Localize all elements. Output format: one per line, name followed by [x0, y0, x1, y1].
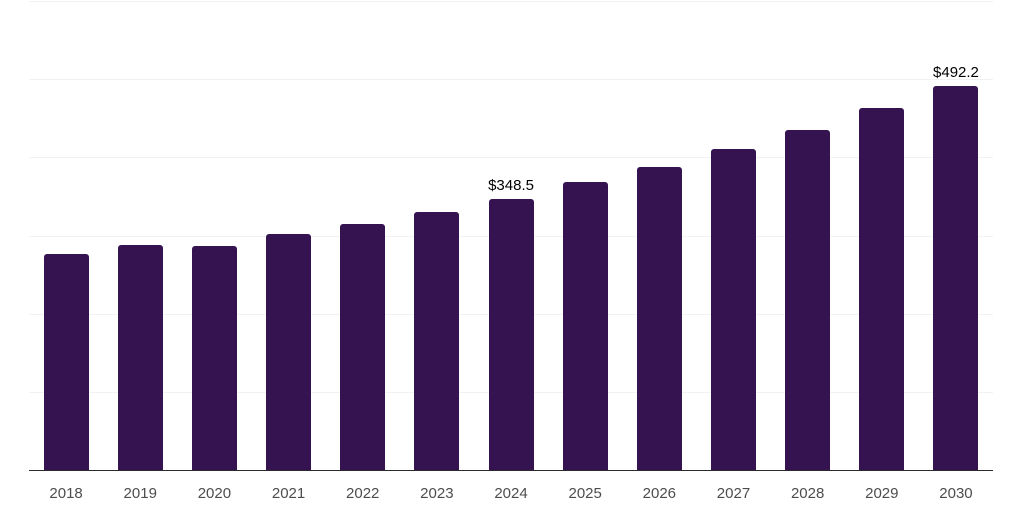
bar-slot-2029 [845, 2, 919, 471]
bar-slot-2019 [103, 2, 177, 471]
data-label-2030: $492.2 [933, 64, 979, 82]
x-tick-2029: 2029 [865, 485, 899, 502]
bar-slot-2021 [251, 2, 325, 471]
x-tick-2021: 2021 [271, 485, 306, 502]
bar-2030: $492.2 [933, 65, 979, 471]
bar-slot-2022 [326, 2, 400, 471]
bar-slot-2025 [548, 2, 622, 471]
bars-row: $348.5 $492.2 [29, 2, 993, 471]
bar-slot-2024: $348.5 [474, 2, 548, 471]
data-label-2024: $348.5 [488, 176, 534, 194]
x-tick-2025: 2025 [568, 485, 602, 502]
bar-2029 [859, 107, 905, 471]
bar-2021 [266, 233, 312, 471]
bar-2027 [710, 148, 756, 471]
bar-2018 [43, 254, 89, 471]
x-tick-2026: 2026 [642, 485, 677, 502]
bar-2028 [785, 129, 831, 471]
x-tick-2027: 2027 [716, 485, 751, 502]
x-tick-2028: 2028 [790, 485, 825, 502]
bar-2019 [117, 245, 163, 471]
bar-2025 [562, 182, 608, 471]
plot-area: $348.5 $492.2 [29, 1, 993, 471]
gridline-500 [29, 79, 993, 81]
bar-2024: $348.5 [488, 178, 534, 471]
x-tick-2024: 2024 [494, 485, 528, 502]
bar-slot-2027 [696, 2, 770, 471]
x-tick-2023: 2023 [420, 485, 454, 502]
bar-2022 [340, 223, 386, 471]
bar-slot-2030: $492.2 [919, 2, 993, 471]
bar-slot-2018 [29, 2, 103, 471]
x-tick-2030: 2030 [939, 485, 973, 502]
bar-2020 [191, 245, 237, 471]
gridline-600 [29, 1, 993, 2]
bar-2026 [636, 166, 682, 471]
x-axis-line [29, 469, 993, 471]
gridline-400 [29, 157, 993, 159]
x-tick-2022: 2022 [346, 485, 380, 502]
x-tick-2020: 2020 [197, 485, 232, 502]
x-tick-2019: 2019 [123, 485, 157, 502]
bar-slot-2020 [177, 2, 251, 471]
bar-slot-2026 [622, 2, 696, 471]
x-axis-labels: 2018 2019 2020 2021 2022 2023 2024 2025 2026 2027… [29, 485, 993, 502]
x-tick-2018: 2018 [49, 485, 83, 502]
bar-slot-2028 [771, 2, 845, 471]
bar-slot-2023 [400, 2, 474, 471]
bar-2023 [414, 211, 460, 471]
